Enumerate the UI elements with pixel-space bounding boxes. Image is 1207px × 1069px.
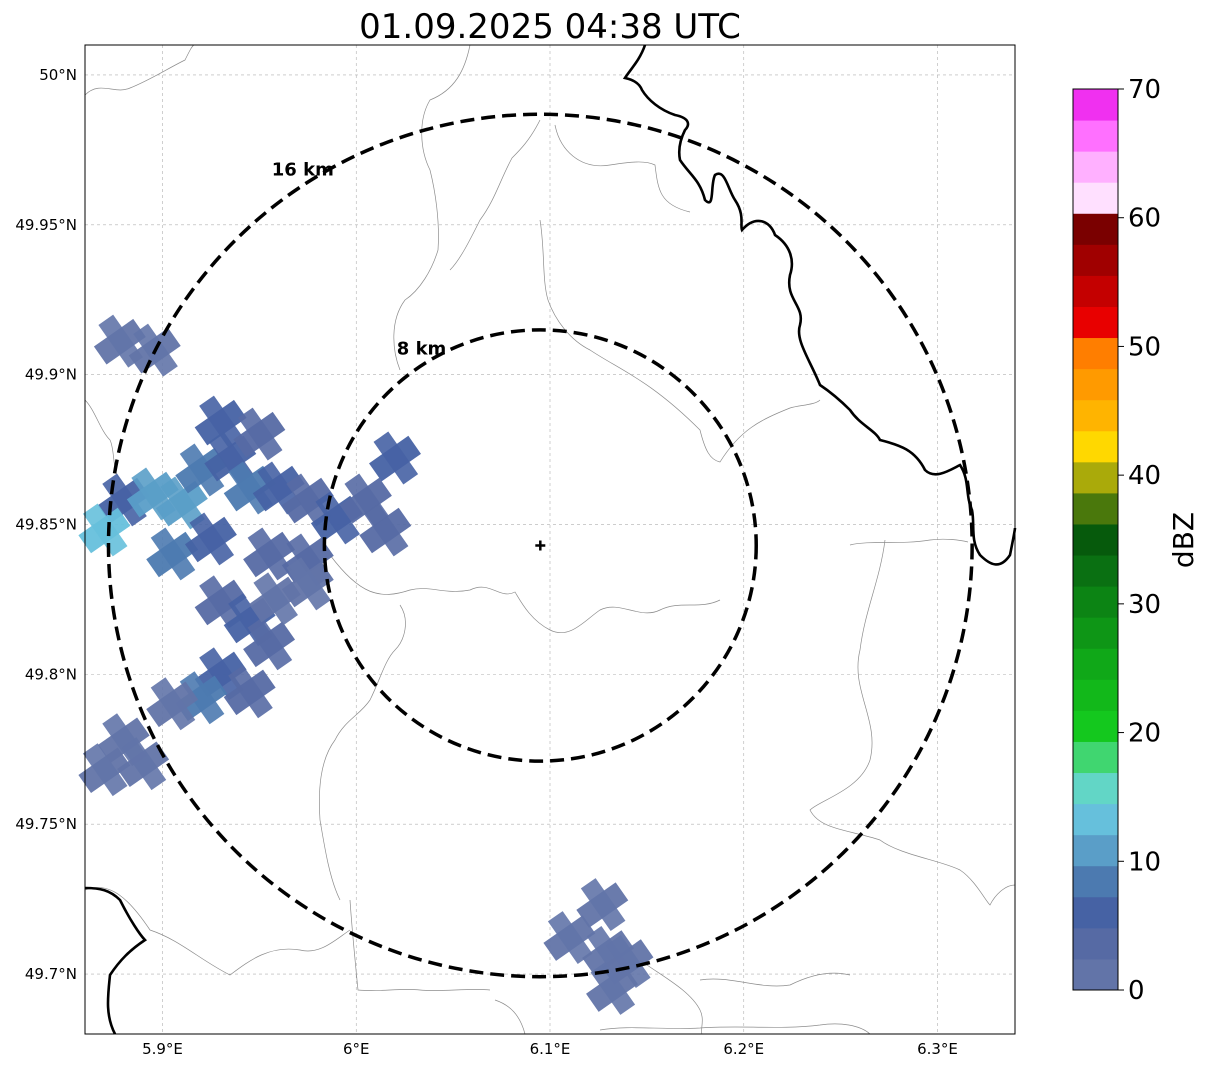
colorbar-bin xyxy=(1073,741,1118,774)
colorbar-label: dBZ xyxy=(1167,512,1200,568)
echo-cell xyxy=(184,512,237,566)
colorbar-bin xyxy=(1073,648,1118,680)
range-ring xyxy=(106,112,974,979)
colorbar-tick-label: 50 xyxy=(1128,332,1161,362)
lat-tick-label: 49.8°N xyxy=(25,665,77,683)
colorbar-bin xyxy=(1073,834,1118,867)
colorbar-bin xyxy=(1073,275,1118,307)
echo-cell xyxy=(281,473,334,527)
colorbar-bin xyxy=(1073,586,1118,618)
range-rings: 8 km 16 km xyxy=(106,112,974,979)
colorbar-frame xyxy=(1072,88,1119,991)
range-ring-label: 16 km xyxy=(272,160,334,181)
echo-cell xyxy=(359,503,412,557)
colorbar-bin xyxy=(1073,213,1118,245)
echo-cell xyxy=(243,617,296,671)
lon-tick-label: 6.2°E xyxy=(723,1040,764,1058)
colorbar-bin xyxy=(1073,555,1118,587)
colorbar-tick-label: 70 xyxy=(1128,75,1161,105)
range-ring-label: 8 km xyxy=(397,339,447,360)
echo-cell xyxy=(155,476,208,530)
longitude-labels: 5.9°E 6°E 6.1°E 6.2°E 6.3°E xyxy=(142,1040,958,1058)
colorbar-bin xyxy=(1073,306,1118,339)
echo-cell xyxy=(78,743,131,797)
lat-tick-label: 49.7°N xyxy=(25,965,77,983)
lat-tick-label: 49.95°N xyxy=(15,216,77,234)
colorbar-bin xyxy=(1073,523,1118,556)
echo-cell xyxy=(543,911,596,964)
echo-cell xyxy=(243,527,296,581)
colorbar-bin xyxy=(1073,430,1118,463)
colorbar-bin xyxy=(1073,182,1118,214)
colorbar-bin xyxy=(1073,896,1118,929)
colorbar-bin xyxy=(1073,120,1118,152)
lon-tick-label: 6.3°E xyxy=(917,1040,958,1058)
colorbar-ticks: 0 10 20 30 40 50 60 70 xyxy=(1118,75,1161,1006)
colorbar-bin xyxy=(1073,927,1118,960)
lon-tick-label: 6.1°E xyxy=(530,1040,571,1058)
range-ring xyxy=(322,328,758,763)
echo-cell xyxy=(194,575,247,629)
colorbar-bins xyxy=(1073,89,1118,991)
colorbar-tick-label: 60 xyxy=(1128,204,1161,234)
colorbar-bin xyxy=(1073,617,1118,649)
lat-tick-label: 49.9°N xyxy=(25,366,77,384)
lat-tick-label: 49.85°N xyxy=(15,516,77,534)
colorbar-bin xyxy=(1073,710,1118,742)
lat-tick-label: 49.75°N xyxy=(15,815,77,833)
echo-cell xyxy=(78,503,131,557)
colorbar: 0 10 20 30 40 50 60 70 dBZ xyxy=(1072,75,1200,1006)
reflectivity-echoes xyxy=(78,314,654,1015)
map-title: 01.09.2025 04:38 UTC xyxy=(359,7,741,47)
radar-site-marker xyxy=(535,540,546,551)
colorbar-tick-label: 30 xyxy=(1128,590,1161,620)
colorbar-tick-label: 20 xyxy=(1128,719,1161,749)
colorbar-tick-label: 40 xyxy=(1128,461,1161,491)
echo-cell xyxy=(281,557,334,611)
colorbar-bin xyxy=(1073,151,1118,183)
lon-tick-label: 6°E xyxy=(343,1040,370,1058)
colorbar-bin xyxy=(1073,368,1118,401)
echo-cell xyxy=(194,395,247,449)
colorbar-tick-label: 0 xyxy=(1128,976,1145,1006)
echo-cell xyxy=(117,737,170,791)
echo-cell xyxy=(175,671,228,725)
map-frame xyxy=(84,44,1016,1035)
echo-cell xyxy=(586,962,638,1015)
echo-cell xyxy=(223,665,276,719)
lat-tick-label: 50°N xyxy=(39,66,77,84)
echo-cell xyxy=(146,677,199,731)
gridlines xyxy=(85,45,1015,1034)
colorbar-tick-label: 10 xyxy=(1128,847,1161,877)
colorbar-bin xyxy=(1073,337,1118,370)
lon-tick-label: 5.9°E xyxy=(142,1040,183,1058)
echo-cell xyxy=(576,878,629,932)
map-panel: 8 km 16 km xyxy=(78,44,1017,1035)
colorbar-bin xyxy=(1073,492,1118,525)
echo-cell xyxy=(146,527,199,581)
colorbar-bin xyxy=(1073,89,1118,121)
colorbar-bin xyxy=(1073,865,1118,898)
echo-cell xyxy=(601,935,654,988)
boundaries xyxy=(84,44,1016,1035)
colorbar-bin xyxy=(1073,679,1118,711)
latitude-labels: 50°N 49.95°N 49.9°N 49.85°N 49.8°N 49.75°N 49.… xyxy=(15,66,77,983)
colorbar-bin xyxy=(1073,461,1118,494)
colorbar-bin xyxy=(1073,803,1118,836)
echo-cell xyxy=(369,431,421,485)
colorbar-bin xyxy=(1073,958,1118,991)
colorbar-bin xyxy=(1073,772,1118,805)
colorbar-bin xyxy=(1073,244,1118,276)
colorbar-bin xyxy=(1073,399,1118,432)
echo-cell xyxy=(233,407,286,461)
